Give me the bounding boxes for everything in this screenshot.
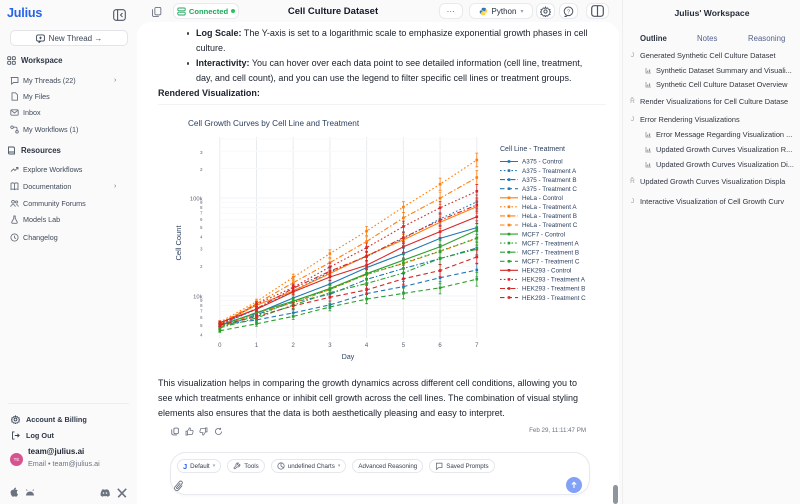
svg-text:?: ?	[567, 9, 570, 15]
svg-text:8: 8	[200, 303, 203, 308]
svg-text:3: 3	[328, 343, 332, 349]
svg-text:8: 8	[200, 205, 203, 210]
svg-text:HEK293 - Treatment C: HEK293 - Treatment C	[522, 295, 586, 302]
svg-text:5: 5	[200, 323, 203, 328]
svg-text:6: 6	[438, 343, 442, 349]
svg-text:HeLa - Treatment A: HeLa - Treatment A	[522, 204, 577, 211]
svg-text:A375 - Control: A375 - Control	[522, 159, 563, 166]
svg-text:7: 7	[475, 343, 479, 349]
svg-text:HeLa - Control: HeLa - Control	[522, 195, 563, 202]
svg-text:4: 4	[200, 235, 203, 240]
svg-text:7: 7	[200, 309, 203, 314]
svg-text:A375 - Treatment B: A375 - Treatment B	[522, 177, 577, 184]
svg-text:9: 9	[200, 200, 203, 205]
svg-text:3: 3	[200, 150, 203, 155]
svg-text:9: 9	[200, 298, 203, 303]
svg-text:HEK293 - Treatment A: HEK293 - Treatment A	[522, 277, 586, 284]
svg-text:2: 2	[200, 167, 203, 172]
svg-text:3: 3	[200, 247, 203, 252]
svg-text:0: 0	[218, 343, 222, 349]
svg-text:MCF7 - Treatment A: MCF7 - Treatment A	[522, 240, 579, 247]
svg-text:10k: 10k	[193, 295, 202, 301]
svg-text:6: 6	[200, 217, 203, 222]
svg-text:MCF7 - Control: MCF7 - Control	[522, 231, 565, 238]
svg-text:MCF7 - Treatment B: MCF7 - Treatment B	[522, 249, 579, 256]
svg-text:HeLa - Treatment C: HeLa - Treatment C	[522, 222, 578, 229]
svg-text:A375 - Treatment A: A375 - Treatment A	[522, 168, 577, 175]
svg-text:Cell Count: Cell Count	[174, 225, 183, 261]
svg-text:Day: Day	[342, 354, 355, 361]
svg-text:MCF7 - Treatment C: MCF7 - Treatment C	[522, 259, 580, 266]
svg-text:Cell Growth Curves by Cell Lin: Cell Growth Curves by Cell Line and Trea…	[188, 119, 360, 128]
svg-text:2: 2	[200, 264, 203, 269]
svg-text:6: 6	[200, 315, 203, 320]
svg-text:HeLa - Treatment B: HeLa - Treatment B	[522, 213, 577, 220]
svg-text:1: 1	[255, 343, 259, 349]
svg-text:5: 5	[402, 343, 406, 349]
svg-text:2: 2	[292, 343, 296, 349]
svg-text:7: 7	[200, 211, 203, 216]
svg-text:A375 - Treatment C: A375 - Treatment C	[522, 186, 577, 193]
svg-text:4: 4	[200, 333, 203, 338]
svg-text:Cell Line - Treatment: Cell Line - Treatment	[500, 146, 565, 153]
svg-text:5: 5	[200, 225, 203, 230]
svg-text:HEK293 - Control: HEK293 - Control	[522, 268, 571, 275]
svg-text:100k: 100k	[190, 197, 203, 203]
svg-text:HEK293 - Treatment B: HEK293 - Treatment B	[522, 286, 585, 293]
svg-text:4: 4	[365, 343, 369, 349]
